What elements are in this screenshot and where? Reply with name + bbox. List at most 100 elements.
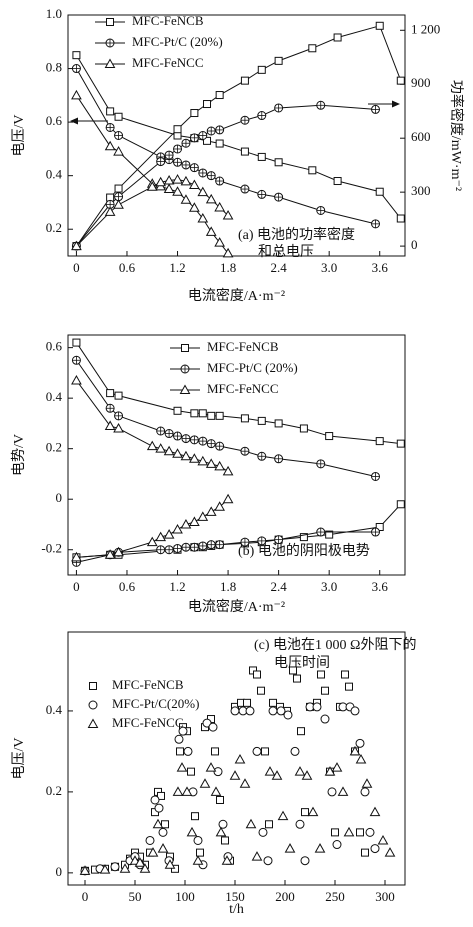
data-point [245, 818, 257, 829]
marker-square [257, 152, 266, 161]
y-tick-label: 0.4 [46, 389, 63, 404]
marker-triangle [104, 206, 116, 216]
data-point [234, 753, 246, 764]
series-line [75, 68, 376, 225]
data-point [172, 174, 183, 184]
marker-triangle [189, 516, 200, 526]
marker-triangle [331, 762, 343, 772]
data-point [369, 806, 381, 817]
axis-arrow-head [70, 117, 78, 125]
series-line [75, 54, 402, 219]
marker-square [203, 136, 212, 145]
data-point [350, 706, 360, 716]
data-point [104, 206, 116, 216]
data-point [396, 500, 405, 509]
marker-circle [88, 700, 98, 710]
data-point [325, 432, 334, 441]
data-point [370, 844, 380, 854]
data-point [157, 791, 165, 800]
marker-triangle [189, 179, 200, 189]
data-point [106, 389, 115, 398]
data-point [349, 745, 361, 756]
marker-triangle [301, 770, 313, 780]
marker-square [106, 107, 115, 116]
marker-triangle [104, 58, 116, 68]
y2-tick-label: 900 [411, 75, 431, 90]
y-axis-label: 电压/V [11, 115, 27, 157]
data-point [331, 762, 343, 772]
marker-triangle [189, 202, 200, 212]
marker-triangle [172, 524, 183, 534]
marker-triangle [163, 445, 175, 456]
data-point [173, 125, 182, 134]
x-tick-label: 2.4 [271, 260, 288, 275]
data-point [189, 542, 199, 552]
plot-frame [67, 631, 406, 886]
marker-circle [283, 710, 293, 720]
data-point [218, 819, 228, 829]
data-point [371, 219, 381, 229]
data-point [181, 434, 191, 444]
data-point [71, 355, 81, 365]
data-point [206, 126, 216, 136]
marker-triangle [119, 863, 131, 873]
data-point [181, 542, 191, 552]
data-point [181, 160, 191, 170]
data-point [203, 100, 212, 109]
marker-circle [193, 835, 203, 845]
data-point [316, 205, 326, 215]
data-point [198, 436, 208, 446]
data-point [176, 762, 188, 772]
data-point [197, 455, 209, 466]
annotation: (c) 电池在1 000 Ω外阻下的 [254, 637, 416, 653]
marker-triangle [337, 786, 349, 796]
data-point [198, 131, 208, 140]
data-point [308, 166, 317, 175]
data-point [155, 531, 167, 542]
marker-square [240, 76, 249, 85]
marker-triangle [172, 786, 184, 796]
data-point [337, 786, 349, 796]
marker-circle [360, 787, 370, 797]
marker-triangle [205, 226, 217, 236]
marker-circle [245, 706, 255, 716]
data-point [164, 429, 174, 439]
marker-square [89, 682, 97, 690]
marker-square [221, 836, 229, 845]
data-point [192, 855, 204, 865]
data-point [172, 448, 183, 458]
marker-triangle [384, 847, 396, 857]
data-point [114, 112, 123, 121]
data-point [104, 140, 116, 151]
marker-triangle [210, 786, 222, 796]
marker-circle [174, 734, 184, 744]
data-point [104, 420, 116, 430]
data-point [269, 698, 277, 707]
x-tick-label: 150 [225, 889, 245, 904]
marker-triangle [164, 859, 176, 869]
marker-square [216, 795, 224, 804]
legend-marker [179, 384, 191, 394]
data-point [265, 820, 273, 829]
data-point [114, 391, 123, 400]
marker-triangle [71, 374, 82, 385]
marker-square [106, 18, 114, 26]
marker-triangle [205, 193, 217, 204]
marker-square [325, 530, 334, 539]
marker-circle [178, 726, 188, 736]
data-point [214, 237, 226, 247]
data-point [205, 506, 217, 516]
data-point [375, 437, 384, 446]
marker-square [396, 76, 405, 85]
marker-circle [258, 827, 268, 837]
marker-triangle [79, 865, 91, 875]
marker-triangle [197, 212, 209, 223]
x-tick-label: 1.8 [220, 260, 236, 275]
data-point [145, 835, 155, 845]
data-point [72, 51, 81, 60]
marker-square [269, 698, 277, 707]
marker-triangle [71, 89, 82, 100]
data-point [274, 192, 284, 202]
marker-square [341, 670, 349, 679]
data-point [257, 686, 265, 695]
